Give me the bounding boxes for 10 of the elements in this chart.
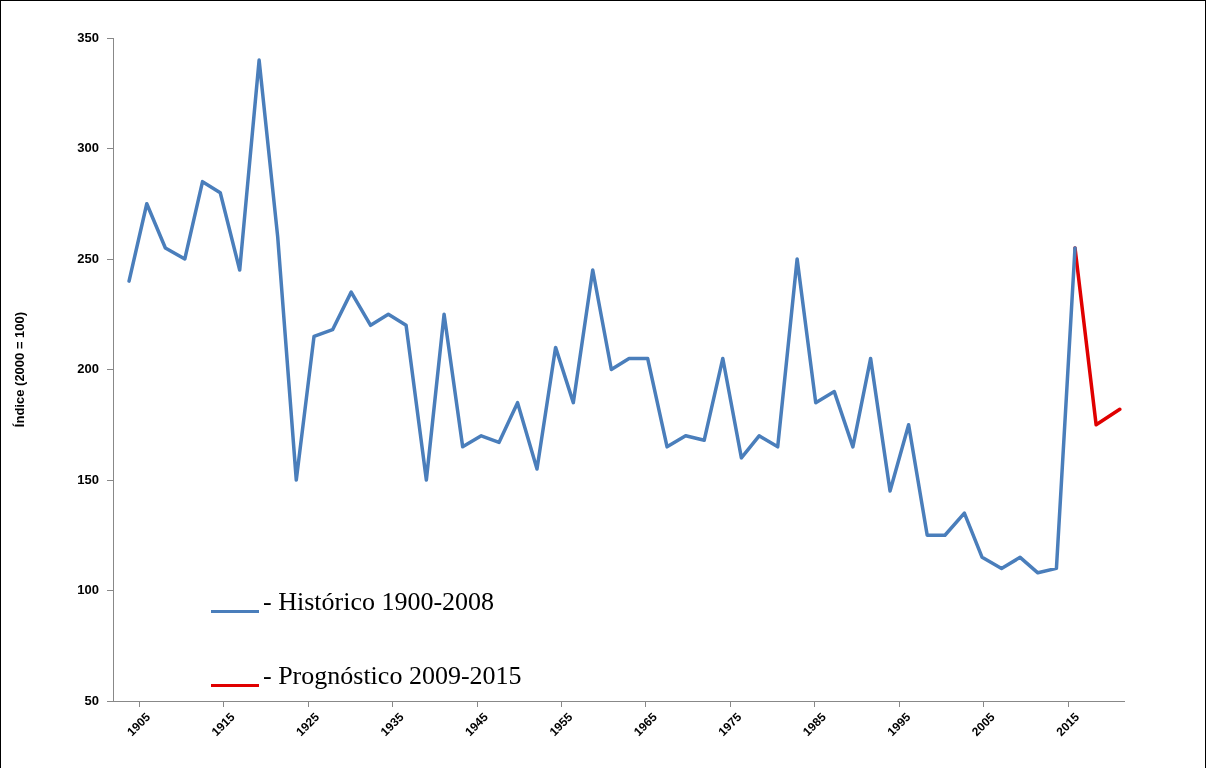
y-tick-label: 200 bbox=[77, 361, 99, 377]
y-axis-title: Índice (2000 = 100) bbox=[12, 311, 28, 428]
y-tick-label: 150 bbox=[77, 471, 99, 487]
y-tick-label: 100 bbox=[77, 582, 99, 598]
y-tick-label: 300 bbox=[77, 140, 99, 156]
y-tick-label: 50 bbox=[84, 692, 99, 708]
legend-label: - Histórico 1900-2008 bbox=[263, 587, 495, 617]
y-tick-label: 250 bbox=[77, 250, 99, 266]
legend-label: - Prognóstico 2009-2015 bbox=[263, 661, 522, 691]
y-tick-label: 350 bbox=[77, 29, 99, 45]
